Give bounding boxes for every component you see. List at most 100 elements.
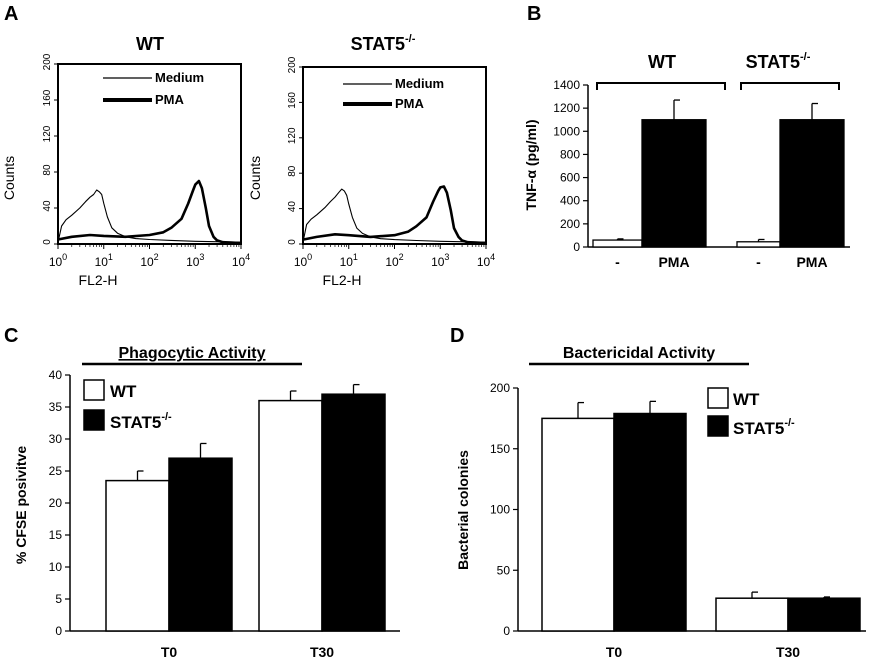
y-tick-label: 200 <box>42 53 53 70</box>
legend-wt-label: WT <box>733 390 760 409</box>
legend-wt-label: WT <box>110 382 137 401</box>
x-tick-label: 102 <box>385 252 403 269</box>
bar-medium <box>592 239 643 248</box>
x-tick-label: 101 <box>340 252 358 269</box>
panel-a1-histogram: 0 40 80 120 160 200 100 101 102 103 104 <box>42 53 250 269</box>
bar-stat5 <box>321 393 386 632</box>
legend-stat5-label: STAT5-/- <box>733 417 795 438</box>
plot-frame <box>57 63 242 245</box>
legend-wt-swatch <box>83 379 105 401</box>
y-tick-label: 100 <box>490 503 510 517</box>
y-tick-label: 20 <box>49 496 63 510</box>
panel-c-letter: C <box>4 325 18 347</box>
y-tick-label: 150 <box>490 442 510 456</box>
bar-wt <box>541 417 615 632</box>
x-tick-label: 104 <box>232 252 250 269</box>
y-tick-label: 40 <box>287 201 298 213</box>
panel-b-group-wt: WT <box>648 52 676 72</box>
x-tick-label: T0 <box>161 644 178 660</box>
y-tick-label: 0 <box>55 624 62 638</box>
y-tick-label: 1200 <box>553 101 580 115</box>
y-tick-label: 200 <box>560 217 580 231</box>
y-tick-label: 80 <box>287 165 298 177</box>
legend-stat5-swatch <box>83 409 105 431</box>
legend-pma-label: PMA <box>155 92 185 107</box>
x-tick-label: 102 <box>140 252 158 269</box>
panel-d-chart: 0 50 100 150 200 T0 T30 <box>490 381 866 660</box>
bar-wt <box>258 399 323 632</box>
panel-d-legend: WT STAT5-/- <box>707 387 795 438</box>
x-tick-label: 103 <box>431 252 449 269</box>
y-tick-label: 5 <box>55 592 62 606</box>
y-tick-label: 10 <box>49 560 63 574</box>
x-tick-label: 104 <box>477 252 495 269</box>
series-medium-line <box>57 189 242 243</box>
y-tick-label: 120 <box>287 127 298 144</box>
y-tick-label: 160 <box>287 92 298 109</box>
bar-wt <box>715 597 789 632</box>
y-tick-label: 50 <box>497 563 511 577</box>
y-tick-label: 1000 <box>553 124 580 138</box>
series-pma-line <box>57 179 242 245</box>
y-tick-label: 0 <box>503 624 510 638</box>
y-tick-label: 200 <box>490 381 510 395</box>
y-tick-label: 40 <box>42 200 53 212</box>
y-tick-label: 25 <box>49 464 63 478</box>
y-tick-label: 0 <box>42 239 53 245</box>
x-tick-label: T30 <box>310 644 334 660</box>
legend-stat5-label: STAT5-/- <box>110 411 172 432</box>
x-tick-label: PMA <box>796 254 827 270</box>
y-tick-label: 30 <box>49 432 63 446</box>
x-tick-label: 100 <box>294 252 312 269</box>
legend-stat5-swatch <box>707 415 729 437</box>
panel-c-ylabel: % CFSE posivitve <box>13 446 29 564</box>
y-tick-label: 600 <box>560 171 580 185</box>
bar-medium <box>736 241 781 248</box>
legend-wt-swatch <box>707 387 729 409</box>
x-tick-label: T30 <box>776 644 800 660</box>
y-tick-label: 160 <box>42 89 53 106</box>
panel-a2-xlabel: FL2-H <box>323 272 362 288</box>
plot-frame <box>302 66 487 245</box>
panel-b-bracket-stat5 <box>740 82 840 90</box>
panel-b-bracket-wt <box>596 82 726 90</box>
panel-d-ylabel: Bacterial colonies <box>455 450 471 570</box>
panel-b-chart: 0 200 400 600 800 1000 1200 1400 - PMA - PMA <box>553 78 850 270</box>
panel-b-letter: B <box>527 3 541 25</box>
series-medium-line <box>302 188 487 243</box>
x-tick-label: - <box>615 254 620 270</box>
series-pma-line <box>302 185 487 245</box>
legend-medium-label: Medium <box>155 70 204 85</box>
x-tick-label: T0 <box>606 644 623 660</box>
bar-stat5 <box>168 457 233 632</box>
bar-stat5 <box>613 412 687 632</box>
panel-a2-histogram: 0 40 80 120 160 200 100 101 102 103 104 <box>287 56 495 269</box>
x-tick-label: - <box>756 254 761 270</box>
x-tick-label: PMA <box>658 254 689 270</box>
panel-c-legend: WT STAT5-/- <box>83 379 172 432</box>
panel-d-letter: D <box>450 325 464 347</box>
panel-d-title: Bactericidal Activity <box>563 345 715 362</box>
legend-medium-label: Medium <box>395 76 444 91</box>
panel-a1-title: WT <box>136 34 164 54</box>
panel-a1-ylabel: Counts <box>1 156 17 200</box>
panel-c-chart: 0 5 10 15 20 25 30 35 40 T0 T30 <box>49 368 400 660</box>
y-tick-label: 120 <box>42 125 53 142</box>
bar-stat5 <box>787 597 861 632</box>
y-tick-label: 0 <box>573 240 580 254</box>
y-tick-label: 1400 <box>553 78 580 92</box>
y-tick-label: 80 <box>42 164 53 176</box>
panel-a1-xlabel: FL2-H <box>79 272 118 288</box>
y-tick-label: 800 <box>560 147 580 161</box>
panel-b-group-stat5: STAT5-/- <box>746 51 811 72</box>
y-tick-label: 200 <box>287 56 298 73</box>
y-tick-label: 15 <box>49 528 63 542</box>
panel-c-title: Phagocytic Activity <box>118 345 265 362</box>
y-tick-label: 0 <box>287 239 298 245</box>
y-tick-label: 35 <box>49 400 63 414</box>
legend-pma-label: PMA <box>395 96 425 111</box>
panel-a2-legend: Medium PMA <box>343 76 444 111</box>
bar-pma <box>641 119 707 248</box>
panel-a1-legend: Medium PMA <box>103 70 204 107</box>
